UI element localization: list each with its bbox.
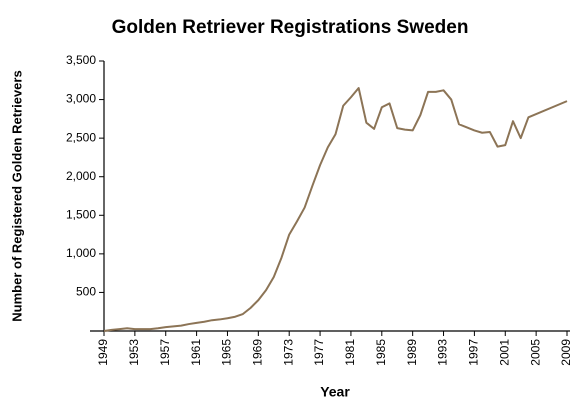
y-axis-label: Number of Registered Golden Retrievers — [9, 70, 24, 321]
y-tick-label: 1,500 — [66, 207, 96, 221]
y-tick-label: 1,000 — [66, 246, 96, 260]
x-tick-label: 1965 — [220, 339, 234, 366]
x-tick-label: 2009 — [559, 339, 573, 366]
x-tick-label: 1953 — [127, 339, 141, 366]
x-tick-label: 2005 — [528, 339, 542, 366]
x-tick-label: 1973 — [281, 339, 295, 366]
y-tick-label: 2,500 — [66, 130, 96, 144]
x-tick-label: 1961 — [189, 339, 203, 366]
data-line — [103, 87, 568, 332]
x-tick-label: 1989 — [405, 339, 419, 366]
y-tick-label: 3,500 — [66, 53, 96, 67]
x-tick-label: 1969 — [251, 339, 265, 366]
y-tick-label: 2,000 — [66, 169, 96, 183]
x-tick-label: 1993 — [436, 339, 450, 366]
x-tick-label: 1949 — [96, 339, 110, 366]
y-tick-label: 3,000 — [66, 92, 96, 106]
x-tick-label: 1997 — [467, 339, 481, 366]
x-tick-label: 1957 — [158, 339, 172, 366]
x-tick-label: 1985 — [374, 339, 388, 366]
chart-title: Golden Retriever Registrations Sweden — [112, 17, 469, 38]
y-tick-label: 500 — [76, 285, 96, 299]
x-tick-label: 2001 — [497, 339, 511, 366]
x-axis-label: Year — [320, 384, 350, 400]
x-tick-label: 1977 — [312, 339, 326, 366]
x-tick-label: 1981 — [343, 339, 357, 366]
